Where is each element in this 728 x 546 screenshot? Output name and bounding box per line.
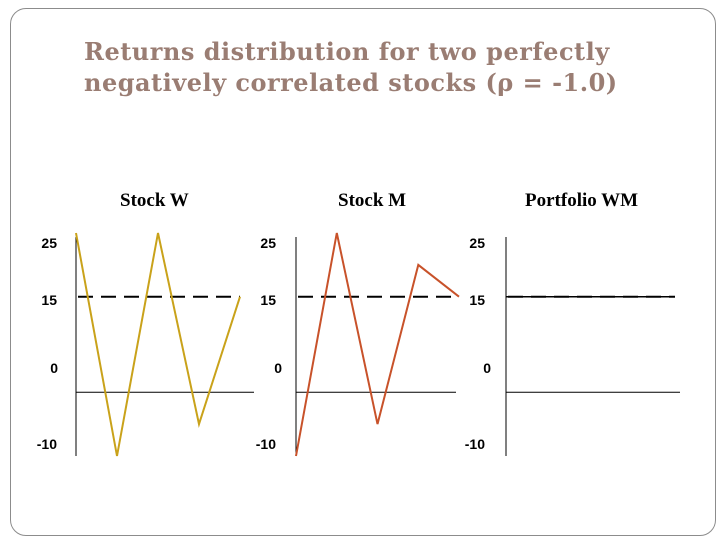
portfolio-wm-y-tick-label: 0 xyxy=(483,360,491,376)
chart-title-stock-m: Stock M xyxy=(338,190,407,211)
portfolio-wm-y-tick-label: -10 xyxy=(465,436,485,452)
stock-m-y-tick-label: 15 xyxy=(260,292,276,308)
stock-w-y-tick-label: 0 xyxy=(50,360,58,376)
portfolio-wm-y-tick-label: 15 xyxy=(469,292,485,308)
chart-title-stock-w: Stock W xyxy=(120,190,189,211)
chart-title-portfolio-wm: Portfolio WM xyxy=(525,190,639,211)
stock-w-series-line xyxy=(75,232,241,457)
stock-m-y-tick-label: 0 xyxy=(274,360,282,376)
slide-frame xyxy=(10,8,716,536)
stock-m-y-tick-label: 25 xyxy=(260,235,276,251)
slide-title-line-2: negatively correlated stocks (ρ = -1.0) xyxy=(84,68,618,97)
slide-title-line-1: Returns distribution for two perfectly xyxy=(84,37,610,66)
stock-w-y-tick-label: 25 xyxy=(41,235,57,251)
portfolio-wm-y-tick-label: 25 xyxy=(469,235,485,251)
slide-title: Returns distribution for two perfectly n… xyxy=(84,36,684,98)
stock-m-series-line xyxy=(295,232,460,457)
stock-w-y-tick-label: 15 xyxy=(41,292,57,308)
stock-w-y-tick-label: -10 xyxy=(37,436,57,452)
stock-m-y-tick-label: -10 xyxy=(256,436,276,452)
